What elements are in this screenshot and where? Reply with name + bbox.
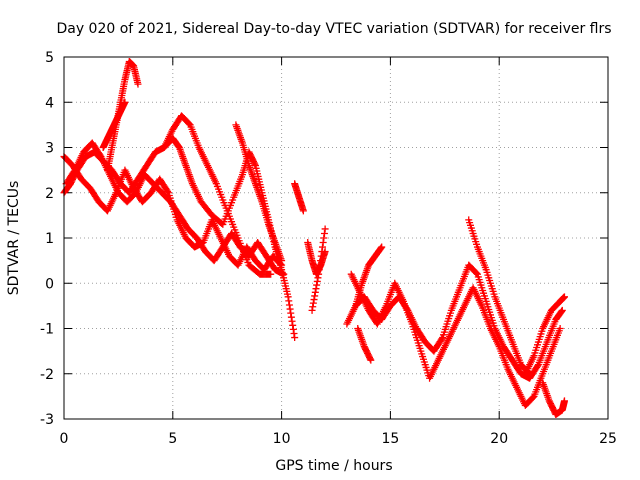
x-tick-label: 15 xyxy=(381,431,399,447)
tick-labels: 0 5 10 15 20 25 -3 -2 -1 0 1 2 3 4 5 xyxy=(40,50,617,447)
data-marker xyxy=(308,306,316,314)
data-marker xyxy=(315,270,323,278)
data-marker xyxy=(533,362,541,370)
data-marker xyxy=(321,225,329,233)
data-marker xyxy=(438,335,446,343)
x-tick-label: 10 xyxy=(273,431,291,447)
data-marker xyxy=(299,207,307,215)
plot-border xyxy=(63,56,609,420)
data-marker xyxy=(251,160,259,168)
y-tick-label: 4 xyxy=(45,95,54,111)
series-arc-6 xyxy=(160,112,275,278)
data-marker xyxy=(311,292,319,300)
x-tick-label: 25 xyxy=(599,431,617,447)
data-marker xyxy=(285,297,293,305)
data-marker xyxy=(287,309,295,317)
series-arc-10 xyxy=(308,225,329,314)
data-marker xyxy=(316,261,324,269)
series-arc-14 xyxy=(354,325,375,364)
data-marker xyxy=(317,252,325,260)
y-tick-label: -3 xyxy=(40,412,54,428)
y-tick-label: 1 xyxy=(45,231,54,247)
data-marker xyxy=(314,274,322,282)
data-marker xyxy=(312,285,320,293)
data-marker xyxy=(313,281,321,289)
y-tick-label: 3 xyxy=(45,141,54,157)
data-marker xyxy=(560,293,568,301)
x-tick-label: 20 xyxy=(490,431,508,447)
data-points xyxy=(60,58,568,418)
data-marker xyxy=(134,80,142,88)
data-marker xyxy=(318,248,326,256)
data-marker xyxy=(284,293,292,301)
data-marker xyxy=(320,234,328,242)
y-tick-label: 5 xyxy=(45,50,54,66)
x-tick-label: 5 xyxy=(168,431,177,447)
data-marker xyxy=(289,321,297,329)
y-tick-label: 0 xyxy=(45,276,54,292)
data-marker xyxy=(320,229,328,237)
series-arc-16 xyxy=(521,293,568,378)
y-tick-label: -1 xyxy=(40,322,54,338)
data-marker xyxy=(285,301,293,309)
x-tick-label: 0 xyxy=(60,431,69,447)
series-arc-5 xyxy=(99,98,129,151)
series-arc-17 xyxy=(539,379,568,418)
data-marker xyxy=(558,306,566,314)
data-marker xyxy=(278,257,286,265)
data-marker xyxy=(311,288,319,296)
data-marker xyxy=(290,329,298,337)
data-marker xyxy=(556,325,564,332)
data-marker xyxy=(286,305,294,313)
data-marker xyxy=(317,257,325,265)
data-marker xyxy=(473,269,481,277)
data-marker xyxy=(313,277,321,285)
series-arc-13 xyxy=(352,243,386,310)
data-marker xyxy=(280,270,288,278)
data-marker xyxy=(378,243,386,251)
data-marker xyxy=(121,98,129,106)
data-marker xyxy=(267,270,275,278)
data-marker xyxy=(309,299,317,307)
series-arc-7 xyxy=(232,121,286,265)
data-marker xyxy=(287,313,295,321)
data-marker xyxy=(319,239,327,247)
series-arc-8 xyxy=(291,180,307,215)
y-axis-label: SDTVAR / TECUs xyxy=(6,181,22,296)
data-marker xyxy=(366,355,374,363)
y-tick-label: 2 xyxy=(45,186,54,202)
data-marker xyxy=(288,317,296,325)
data-marker xyxy=(319,243,327,251)
data-marker xyxy=(377,244,385,252)
data-marker xyxy=(310,296,318,304)
chart-title: Day 020 of 2021, Sidereal Day-to-day VTE… xyxy=(56,21,611,37)
data-marker xyxy=(315,266,323,274)
data-marker xyxy=(367,356,375,364)
data-marker xyxy=(560,397,568,405)
series-arc-3 xyxy=(62,139,288,278)
data-marker xyxy=(291,334,299,342)
y-tick-label: -2 xyxy=(40,367,54,383)
data-marker xyxy=(558,307,566,315)
data-marker xyxy=(309,303,317,311)
data-marker xyxy=(289,325,297,333)
data-marker xyxy=(164,187,172,195)
x-axis-label: GPS time / hours xyxy=(275,458,392,474)
grid-lines xyxy=(64,57,608,419)
